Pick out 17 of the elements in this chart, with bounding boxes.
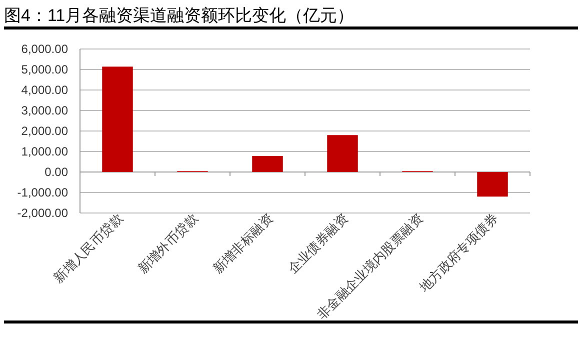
bar: [252, 156, 283, 172]
y-tick-label: 3,000.00: [21, 104, 68, 118]
y-tick-label: 2,000.00: [21, 124, 68, 138]
bar: [477, 172, 508, 197]
y-tick-label: 4,000.00: [21, 83, 68, 97]
x-tick-label: 新增非标融资: [210, 211, 276, 277]
y-tick-label: 0.00: [44, 165, 68, 179]
y-tick-label: 5,000.00: [21, 62, 68, 76]
y-tick-label: -2,000.00: [17, 206, 68, 220]
y-tick-label: 1,000.00: [21, 144, 68, 158]
bar: [102, 66, 133, 172]
bar: [327, 135, 358, 172]
chart-title: 图4：11月各融资渠道融资额环比变化（亿元）: [4, 6, 354, 25]
x-tick-label: 企业债券融资: [286, 211, 352, 277]
y-tick-label: 6,000.00: [21, 42, 68, 56]
x-tick-label: 新增外币贷款: [136, 211, 202, 277]
y-tick-label: -1,000.00: [17, 186, 68, 200]
